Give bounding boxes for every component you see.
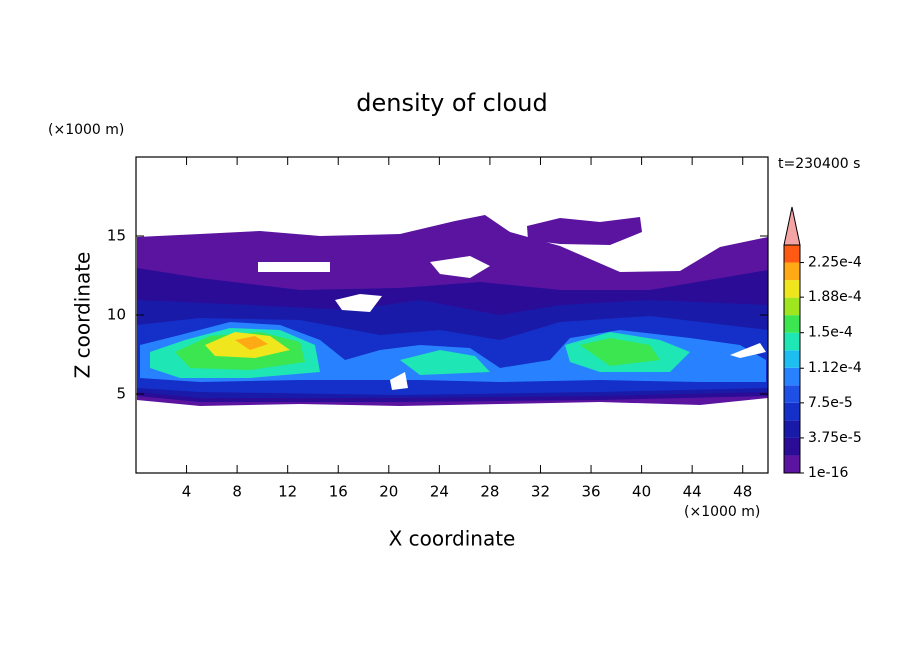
contour-field	[137, 215, 768, 406]
x-tick-label: 48	[733, 483, 752, 501]
y-axis-label: Z coordinate	[71, 252, 95, 379]
x-tick-label: 8	[232, 483, 242, 501]
colorbar-frame	[783, 244, 801, 474]
colorbar-band	[784, 280, 800, 298]
contour-region	[580, 338, 660, 366]
colorbar-band	[784, 297, 800, 316]
y-tick-label: 5	[116, 385, 126, 403]
x-axis-label: X coordinate	[389, 527, 516, 551]
colorbar-band	[784, 262, 800, 281]
x-tick-label: 24	[430, 483, 449, 501]
colorbar-band	[784, 455, 800, 473]
hole	[390, 372, 408, 390]
x-tick-label: 4	[182, 483, 192, 501]
x-tick-label: 16	[329, 483, 348, 501]
hole	[335, 294, 382, 312]
colorbar-tick-label: 3.75e-5	[808, 430, 862, 446]
colorbar-tick-label: 1.5e-4	[808, 325, 853, 341]
hole	[258, 262, 330, 272]
colorbar-band	[784, 315, 800, 333]
y-unit: (×1000 m)	[48, 122, 124, 138]
colorbar-band	[784, 245, 800, 263]
contour-region	[400, 350, 490, 375]
colorbar-band	[784, 385, 800, 403]
y-tick-label: 10	[107, 306, 126, 324]
colorbar-tick-label: 7.5e-5	[808, 395, 853, 411]
time-annotation: t=230400 s	[778, 156, 860, 172]
x-tick-label: 40	[632, 483, 651, 501]
colorbar-band	[784, 367, 800, 386]
x-tick-label: 36	[581, 483, 600, 501]
contour-region	[527, 217, 642, 245]
colorbar-band	[784, 350, 800, 368]
x-tick-label: 12	[278, 483, 297, 501]
colorbar-band	[784, 402, 800, 421]
colorbar-tick-label: 1.88e-4	[808, 289, 862, 305]
colorbar-band	[784, 420, 800, 438]
colorbar-band	[784, 332, 800, 351]
chart-title: density of cloud	[356, 89, 547, 117]
colorbar-band	[784, 437, 800, 456]
x-tick-label: 44	[683, 483, 702, 501]
hole	[730, 343, 766, 358]
colorbar-tick-label: 2.25e-4	[808, 255, 862, 271]
x-tick-label: 28	[480, 483, 499, 501]
y-tick-label: 15	[107, 227, 126, 245]
x-tick-label: 20	[379, 483, 398, 501]
contour-region	[235, 336, 268, 350]
x-tick-label: 32	[531, 483, 550, 501]
colorbar-tick-label: 1.12e-4	[808, 360, 862, 376]
colorbar-tick-label: 1e-16	[808, 465, 848, 481]
hole	[430, 256, 490, 278]
colorbar-extend	[783, 206, 801, 246]
x-unit: (×1000 m)	[684, 504, 760, 520]
